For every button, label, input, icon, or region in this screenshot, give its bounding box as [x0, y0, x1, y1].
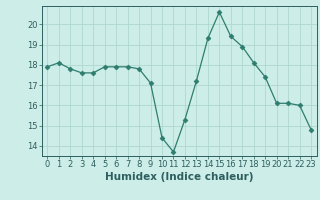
X-axis label: Humidex (Indice chaleur): Humidex (Indice chaleur): [105, 172, 253, 182]
